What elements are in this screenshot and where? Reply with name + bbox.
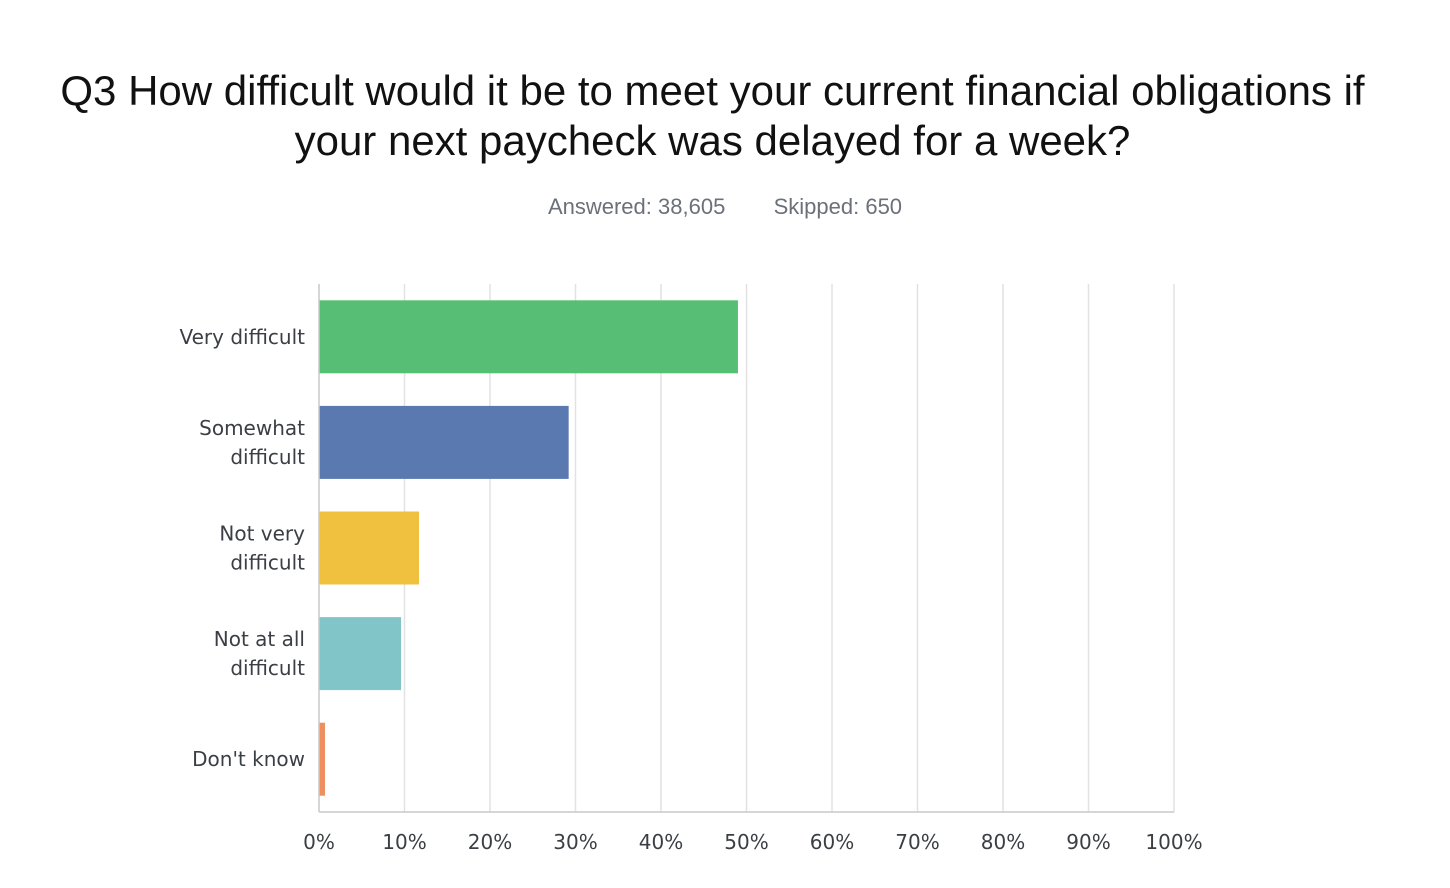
x-tick-label-10: 10% (382, 830, 426, 854)
bar-2[interactable] (319, 511, 420, 585)
answered-label: Answered: (547, 194, 652, 219)
response-stats: Answered: 38,605 Skipped: 650 (0, 194, 1450, 220)
x-tick-label-80: 80% (981, 830, 1025, 854)
answered-count: 38,605 (658, 194, 726, 219)
category-label-3-0: Not at all (214, 627, 305, 651)
skipped-label: Skipped: (773, 194, 860, 219)
bar-0[interactable] (319, 300, 738, 374)
category-labels: Very difficult Somewhat difficult Not very d… (179, 325, 305, 771)
x-tick-label-50: 50% (724, 830, 768, 854)
bars (319, 300, 738, 796)
x-tick-label-100: 100% (1145, 830, 1202, 854)
x-tick-label-90: 90% (1066, 830, 1110, 854)
skipped-count: 650 (865, 194, 903, 219)
category-label-1-0: Somewhat (199, 416, 305, 440)
x-tick-label-60: 60% (810, 830, 854, 854)
bar-1[interactable] (319, 405, 569, 479)
chart-title: Q3 How difficult would it be to meet you… (60, 67, 1365, 164)
axes (318, 284, 1174, 813)
category-label-0-0: Very difficult (179, 325, 305, 349)
category-label-3-1: difficult (230, 656, 305, 680)
x-tick-labels: 0% 10% 20% 30% 40% 50% 60% 70% 80% 90% 100% (303, 830, 1202, 854)
x-tick-label-20: 20% (468, 830, 512, 854)
category-label-2-0: Not very (219, 522, 305, 546)
x-tick-label-30: 30% (553, 830, 597, 854)
bar-4[interactable] (319, 722, 325, 796)
category-label-2-1: difficult (230, 551, 305, 575)
x-tick-label-0: 0% (303, 830, 335, 854)
x-tick-label-40: 40% (639, 830, 683, 854)
x-tick-label-70: 70% (895, 830, 939, 854)
bar-3[interactable] (319, 617, 402, 691)
category-label-4-0: Don't know (192, 747, 305, 771)
category-label-1-1: difficult (230, 445, 305, 469)
